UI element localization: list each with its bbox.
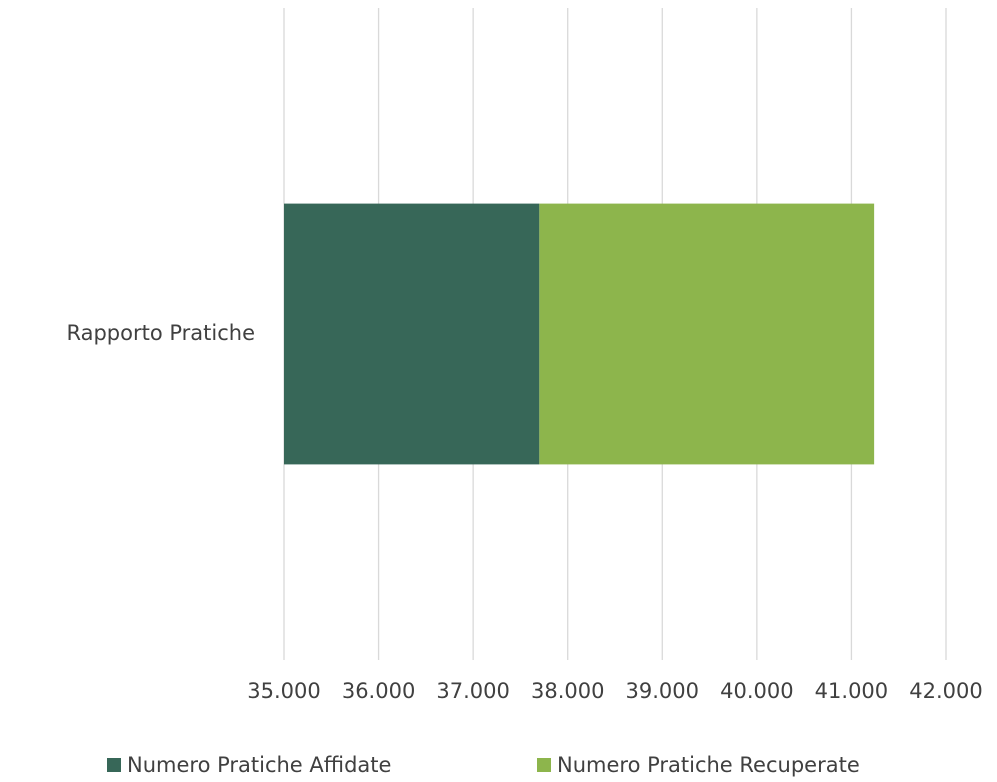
legend-label: Numero Pratiche Affidate: [127, 753, 391, 777]
legend-swatch: [107, 758, 121, 772]
x-tick-label: 41.000: [815, 679, 888, 703]
x-tick-label: 40.000: [720, 679, 793, 703]
x-tick-label: 38.000: [531, 679, 604, 703]
y-tick-label: Rapporto Pratiche: [66, 321, 255, 345]
x-tick-label: 35.000: [247, 679, 320, 703]
legend-label: Numero Pratiche Recuperate: [557, 753, 860, 777]
x-tick-label: 37.000: [436, 679, 509, 703]
x-tick-label: 36.000: [342, 679, 415, 703]
bar-segment: [284, 203, 540, 465]
bar-segment: [539, 203, 875, 465]
legend-swatch: [537, 758, 551, 772]
x-tick-label: 42.000: [909, 679, 982, 703]
x-tick-label: 39.000: [626, 679, 699, 703]
